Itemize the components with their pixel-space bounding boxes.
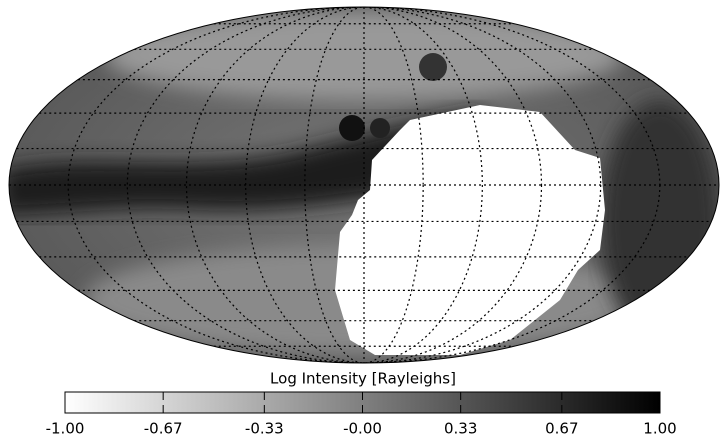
meridian [185,7,543,363]
graticule [9,7,719,363]
tick-label: 0.33 [444,420,477,438]
tick-label: -0.00 [343,420,382,438]
tick-label: -0.67 [144,420,183,438]
tick-label: -0.33 [245,420,284,438]
map-border [8,6,720,364]
tick-label: 1.00 [643,420,676,438]
colorbar-title: Log Intensity [Rayleighs] [270,370,456,388]
tick-label: -1.00 [46,420,85,438]
sky-map [9,7,719,363]
tick-label: 0.67 [545,420,578,438]
